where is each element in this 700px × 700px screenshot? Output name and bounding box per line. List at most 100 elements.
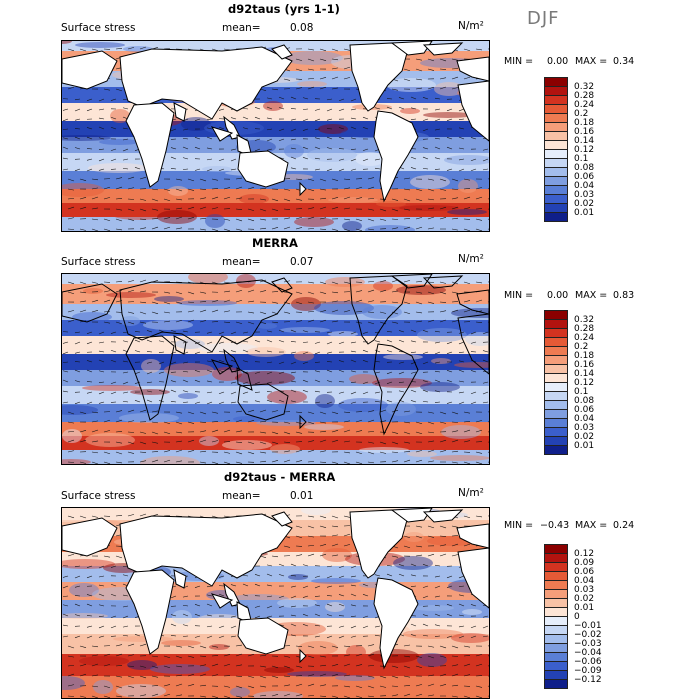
- wind-vector: [302, 128, 309, 131]
- wind-vector: [470, 341, 477, 344]
- wind-vector: [122, 634, 129, 637]
- wind-vector: [307, 645, 315, 648]
- wind-vector: [307, 68, 315, 71]
- wind-vector: [391, 227, 399, 230]
- wind-vector: [475, 228, 483, 231]
- wind-vector: [170, 128, 177, 132]
- wind-vector: [259, 420, 267, 423]
- continent-outline: [373, 577, 419, 670]
- wind-vector: [223, 451, 231, 454]
- wind-vector: [331, 87, 339, 90]
- wind-vector: [211, 674, 219, 677]
- wind-vector: [134, 381, 141, 384]
- wind-vector: [259, 311, 267, 315]
- wind-vector: [271, 431, 279, 435]
- wind-vector: [439, 86, 447, 90]
- wind-vector: [194, 168, 201, 171]
- wind-vector: [451, 411, 459, 415]
- wind-vector: [422, 128, 429, 132]
- wind-vector: [458, 127, 465, 130]
- wind-vector: [326, 147, 333, 150]
- wind-vector: [374, 391, 381, 394]
- wind-vector: [314, 613, 321, 617]
- wind-vector: [362, 583, 369, 587]
- wind-vector: [422, 351, 429, 354]
- field-patch: [328, 331, 358, 337]
- wind-vector: [218, 126, 225, 130]
- field-patch: [386, 78, 436, 92]
- wind-vector: [175, 645, 183, 648]
- wind-vector: [122, 400, 129, 403]
- wind-vector: [331, 664, 339, 667]
- wind-vector: [410, 340, 417, 343]
- wind-vector: [127, 187, 135, 190]
- field-patch: [181, 117, 211, 131]
- wind-vector: [326, 331, 333, 334]
- colorbar-tick-label: 0: [574, 612, 580, 622]
- wind-vector: [110, 593, 117, 597]
- field-band: [62, 41, 489, 51]
- panel-2-map-svg: [62, 274, 489, 464]
- wind-vector: [319, 421, 327, 424]
- wind-vector: [403, 459, 411, 463]
- wind-vector: [314, 585, 321, 589]
- wind-vector: [463, 178, 471, 181]
- wind-vector: [386, 350, 393, 353]
- panel-3-min-label: MIN =: [504, 520, 534, 531]
- wind-vector: [403, 685, 411, 687]
- wind-vector: [103, 430, 111, 433]
- panel-1-min-label: MIN =: [504, 56, 534, 67]
- wind-vector: [290, 361, 297, 365]
- wind-vector: [230, 350, 237, 353]
- wind-vector: [451, 664, 459, 667]
- wind-vector: [194, 585, 201, 588]
- wind-vector: [67, 553, 75, 557]
- wind-vector: [230, 168, 237, 171]
- wind-vector: [235, 410, 243, 413]
- wind-vector: [386, 573, 393, 577]
- wind-vector: [434, 128, 441, 131]
- wind-vector: [350, 584, 357, 587]
- wind-vector: [374, 381, 381, 385]
- wind-vector: [451, 430, 459, 433]
- wind-vector: [187, 206, 195, 210]
- wind-vector: [367, 208, 375, 211]
- wind-vector: [314, 379, 321, 383]
- wind-vector: [254, 148, 261, 152]
- wind-vector: [415, 87, 423, 90]
- wind-vector: [110, 381, 117, 384]
- wind-vector: [463, 440, 471, 443]
- wind-vector: [139, 279, 147, 283]
- wind-vector: [115, 461, 123, 464]
- wind-vector: [367, 218, 375, 222]
- wind-vector: [307, 188, 315, 192]
- wind-vector: [290, 128, 297, 132]
- field-patch: [325, 602, 345, 612]
- field-patch: [267, 390, 307, 404]
- wind-vector: [422, 401, 429, 403]
- wind-vector: [391, 694, 399, 697]
- wind-vector: [415, 217, 423, 220]
- wind-vector: [115, 88, 123, 92]
- wind-vector: [302, 585, 309, 589]
- wind-vector: [427, 535, 435, 538]
- wind-vector: [362, 391, 369, 395]
- wind-vector: [146, 361, 153, 364]
- wind-vector: [79, 291, 87, 294]
- wind-vector: [139, 431, 147, 434]
- wind-vector: [379, 289, 387, 293]
- wind-vector: [374, 634, 381, 637]
- wind-vector: [67, 319, 75, 323]
- wind-vector: [439, 673, 447, 677]
- wind-vector: [175, 449, 183, 453]
- wind-vector: [350, 158, 357, 162]
- field-patch: [277, 598, 317, 608]
- wind-vector: [115, 451, 123, 455]
- colorbar-tick-label: 0.09: [574, 558, 595, 568]
- wind-vector: [367, 675, 375, 678]
- field-patch: [209, 644, 229, 650]
- wind-vector: [170, 351, 177, 354]
- continent-outline: [299, 414, 307, 430]
- colorbar-swatch: [544, 445, 568, 455]
- field-patch: [417, 653, 447, 667]
